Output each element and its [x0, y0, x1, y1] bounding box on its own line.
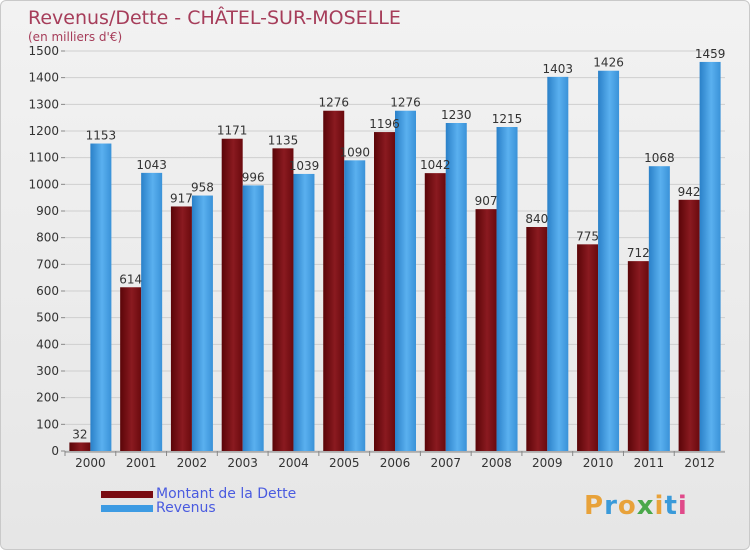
bar-dette — [69, 442, 91, 451]
data-label: 942 — [678, 185, 701, 199]
bar-revenus — [598, 70, 620, 451]
logo-letter: t — [664, 491, 678, 521]
data-label: 1068 — [644, 151, 675, 165]
bar-revenus — [699, 61, 721, 451]
x-tick-label: 2011 — [634, 456, 665, 470]
y-tick-label: 500 — [36, 311, 59, 325]
chart-title: Revenus/Dette - CHÂTEL-SUR-MOSELLE — [28, 7, 401, 29]
bar-revenus — [496, 127, 518, 451]
y-tick-label: 900 — [36, 204, 59, 218]
bar-dette — [272, 148, 294, 452]
logo-letter: P — [584, 491, 605, 521]
bar-dette — [627, 261, 649, 451]
data-label: 1042 — [420, 158, 451, 172]
bar-layer — [69, 61, 721, 452]
legend-swatch-debt — [101, 491, 153, 498]
y-tick-label: 200 — [36, 391, 59, 405]
x-tick-label: 2002 — [177, 456, 208, 470]
logo-letter: o — [617, 491, 637, 521]
y-tick-label: 1100 — [28, 151, 59, 165]
data-label: 917 — [170, 191, 193, 205]
x-tick-label: 2004 — [278, 456, 309, 470]
data-label: 1153 — [86, 129, 117, 143]
logo-letter: x — [636, 491, 655, 521]
data-label: 958 — [191, 181, 214, 195]
data-label: 907 — [475, 194, 498, 208]
bar-revenus — [90, 143, 112, 452]
label-layer: 0 100 200 300 400 500 600 700 800 900 1000 1100 1200… — [28, 44, 725, 470]
bar-revenus — [191, 195, 213, 451]
legend-label-revenus: Revenus — [156, 500, 216, 516]
x-tick-label: 2000 — [75, 456, 106, 470]
y-tick-label: 0 — [51, 444, 59, 458]
data-label: 1403 — [543, 62, 574, 76]
logo-letter: i — [654, 491, 665, 521]
data-label: 1043 — [136, 158, 167, 172]
bar-dette — [221, 138, 243, 451]
y-tick-label: 1000 — [28, 177, 59, 191]
legend-swatch-revenus — [101, 505, 153, 512]
bar-dette — [170, 206, 192, 451]
y-tick-label: 800 — [36, 231, 59, 245]
bar-dette — [374, 132, 395, 452]
data-label: 614 — [119, 272, 142, 286]
bar-dette — [678, 199, 700, 451]
bar-revenus — [344, 160, 366, 452]
x-tick-label: 2003 — [227, 456, 258, 470]
bar-dette — [120, 287, 142, 451]
data-label: 1426 — [593, 56, 624, 70]
bar-revenus — [242, 185, 264, 451]
x-tick-label: 2008 — [481, 456, 512, 470]
data-label: 1090 — [339, 145, 370, 159]
data-label: 1459 — [695, 47, 726, 61]
bar-revenus — [547, 76, 569, 451]
x-tick-label: 2007 — [430, 456, 461, 470]
logo-letter: r — [604, 491, 618, 521]
bar-revenus — [141, 172, 163, 451]
data-label: 712 — [627, 246, 650, 260]
y-tick-label: 700 — [36, 257, 59, 271]
data-label: 1135 — [268, 133, 299, 147]
chart-subtitle: (en milliers d'€) — [28, 30, 123, 44]
x-tick-label: 2009 — [532, 456, 563, 470]
data-label: 775 — [576, 229, 599, 243]
bar-dette — [323, 110, 345, 451]
data-label: 996 — [242, 170, 265, 184]
bar-dette — [424, 173, 446, 451]
y-tick-label: 400 — [36, 337, 59, 351]
y-tick-label: 600 — [36, 284, 59, 298]
y-tick-label: 100 — [36, 417, 59, 431]
bar-revenus — [395, 110, 416, 451]
y-tick-label: 1400 — [28, 71, 59, 85]
bar-revenus — [648, 166, 670, 451]
data-label: 1230 — [441, 108, 472, 122]
data-label: 1039 — [289, 159, 320, 173]
y-tick-label: 1500 — [28, 44, 59, 58]
y-tick-label: 1200 — [28, 124, 59, 138]
data-label: 32 — [72, 427, 87, 441]
bar-revenus — [445, 123, 467, 451]
bar-dette — [577, 244, 599, 451]
bar-revenus — [293, 173, 315, 451]
data-label: 1215 — [492, 112, 523, 126]
data-label: 1276 — [318, 96, 349, 110]
x-tick-label: 2012 — [684, 456, 715, 470]
bar-dette — [475, 209, 497, 451]
logo-letter: i — [677, 491, 688, 521]
x-tick-label: 2010 — [583, 456, 614, 470]
y-tick-label: 300 — [36, 364, 59, 378]
data-label: 1171 — [217, 124, 248, 138]
data-label: 1196 — [369, 117, 400, 131]
x-tick-label: 2001 — [126, 456, 157, 470]
data-label: 840 — [525, 212, 548, 226]
y-tick-label: 1300 — [28, 97, 59, 111]
bar-dette — [526, 227, 548, 451]
proxiti-logo: Proxiti — [584, 491, 688, 521]
x-tick-label: 2005 — [329, 456, 360, 470]
data-label: 1276 — [390, 96, 421, 110]
x-tick-label: 2006 — [380, 456, 411, 470]
legend-label-debt: Montant de la Dette — [156, 486, 297, 502]
